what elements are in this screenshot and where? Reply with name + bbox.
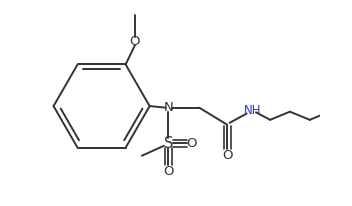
Text: O: O: [130, 35, 140, 48]
Text: NH: NH: [244, 104, 261, 117]
Text: S: S: [164, 136, 173, 151]
Text: O: O: [222, 149, 232, 162]
Text: O: O: [186, 137, 197, 150]
Text: N: N: [163, 101, 173, 114]
Text: O: O: [163, 165, 174, 178]
